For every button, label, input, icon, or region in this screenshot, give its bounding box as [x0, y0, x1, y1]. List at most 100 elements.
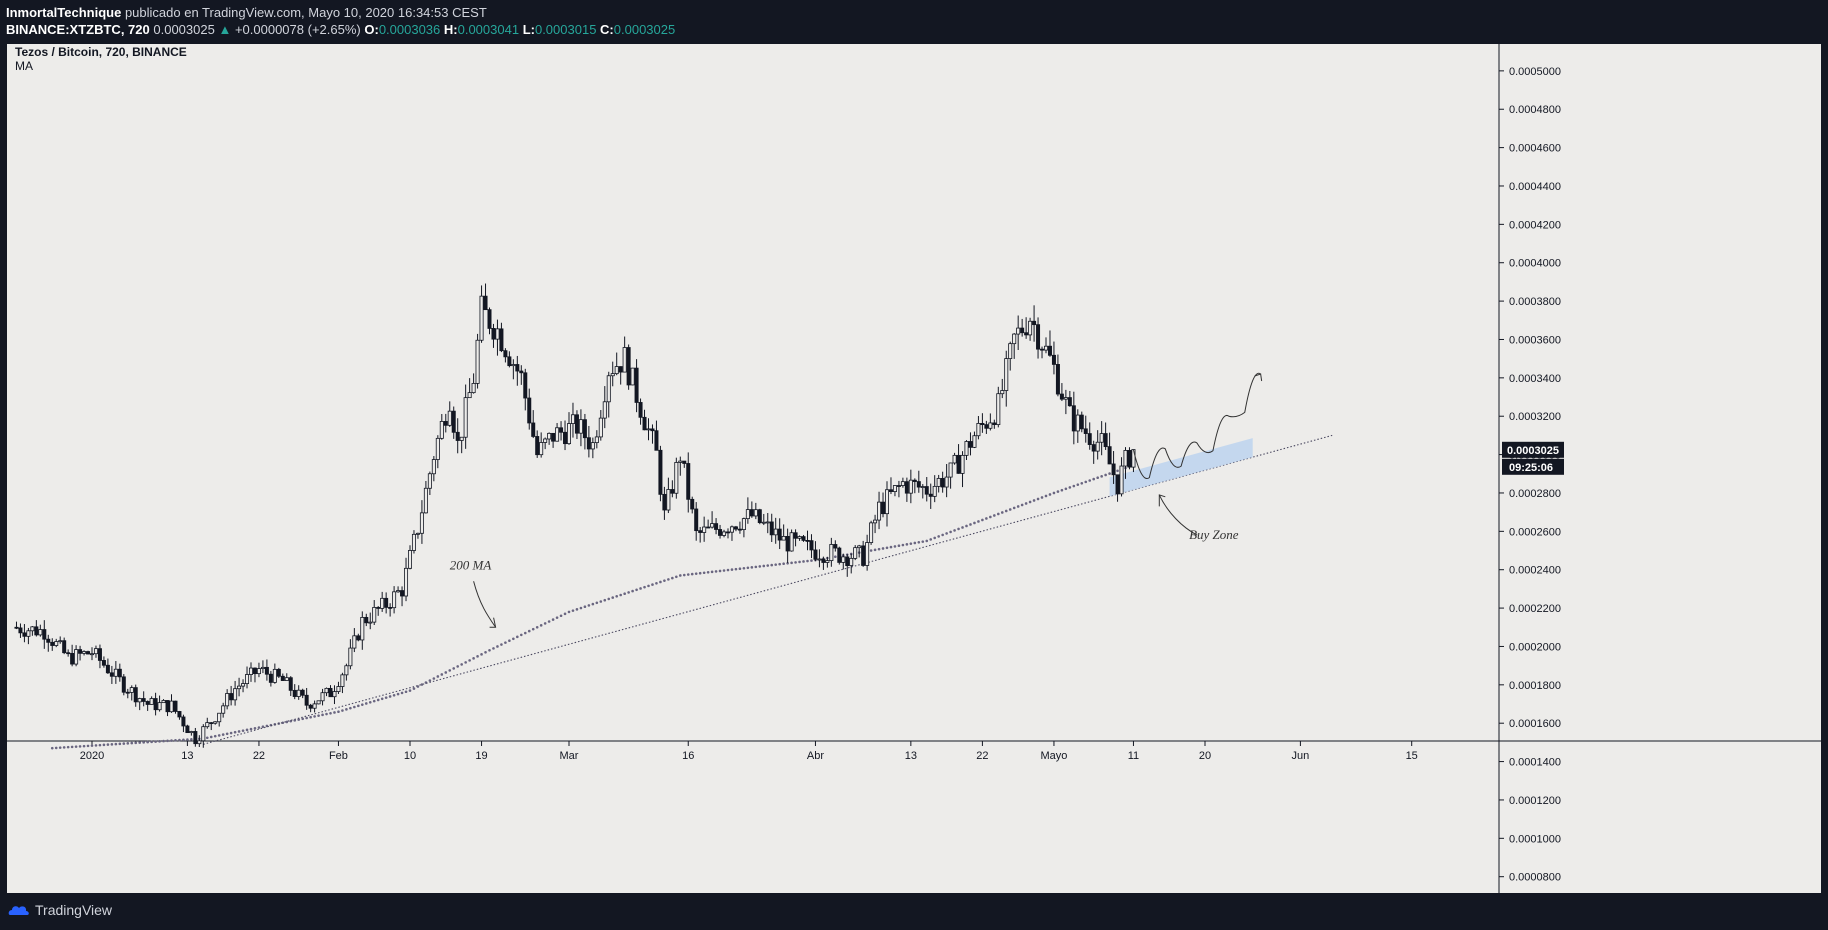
- candle-up: [272, 668, 277, 683]
- high-value: 0.0003041: [457, 22, 520, 37]
- ma-200-point: [305, 716, 308, 720]
- ma-200-point: [384, 696, 388, 699]
- candle-up: [213, 721, 218, 724]
- candle-down: [523, 372, 528, 399]
- candle-up: [598, 417, 603, 438]
- x-tick-label: 10: [404, 750, 416, 762]
- ma-200-point: [110, 743, 114, 746]
- candle-down: [1032, 320, 1037, 326]
- ma-200-point: [62, 746, 66, 749]
- tradingview-brand[interactable]: TradingView: [8, 902, 112, 918]
- high-label: H:: [443, 22, 458, 37]
- ma-200-point: [639, 587, 642, 590]
- ma-200-point: [869, 549, 873, 552]
- ma-200-point: [321, 713, 324, 717]
- candle-down: [821, 558, 826, 563]
- ma-200-point: [694, 572, 698, 575]
- buy-zone-area: [1109, 438, 1253, 497]
- candle-down: [1047, 345, 1052, 356]
- ma-200-point: [909, 542, 913, 545]
- candle-down: [181, 716, 186, 727]
- candle-down: [801, 536, 806, 541]
- candle-down: [992, 422, 997, 426]
- countdown-label: 09:25:06: [1509, 462, 1553, 474]
- candle-down: [551, 432, 556, 442]
- ma-200-point: [488, 648, 491, 652]
- ma-200-point: [221, 733, 225, 736]
- candle-up: [415, 532, 420, 535]
- candle-down: [193, 731, 198, 745]
- candle-down: [165, 700, 170, 713]
- ma-200-point: [563, 612, 567, 616]
- candle-down: [1059, 393, 1064, 400]
- ma-200-point: [579, 606, 583, 610]
- candle-up: [411, 533, 416, 551]
- candle-down: [22, 632, 27, 637]
- candle-down: [109, 672, 114, 677]
- ma-annotation: 200 MA: [450, 558, 492, 573]
- candle-down: [586, 437, 591, 450]
- candle-down: [252, 667, 257, 675]
- candle-up: [149, 698, 154, 705]
- y-tick-label: 0.0002400: [1509, 565, 1561, 577]
- ma-200-point: [209, 735, 213, 739]
- ma-200-point: [464, 661, 467, 664]
- candle-down: [650, 428, 655, 432]
- candle-up: [1008, 343, 1013, 360]
- ma-200-point: [138, 741, 141, 744]
- ma-200-point: [770, 563, 774, 567]
- candle-up: [646, 428, 651, 431]
- candle-up: [58, 640, 63, 643]
- candle-up: [873, 519, 878, 524]
- candle-up: [765, 521, 770, 524]
- ma-200-point: [472, 657, 475, 660]
- candle-up: [996, 393, 1001, 426]
- candle-down: [706, 526, 711, 529]
- candle-down: [1115, 474, 1120, 495]
- indicator-legend[interactable]: MA: [15, 59, 33, 73]
- candle-up: [952, 454, 957, 464]
- author-name[interactable]: InmortalTechnique: [6, 5, 122, 20]
- ma-200-point: [126, 742, 130, 745]
- candle-up: [900, 481, 905, 486]
- candle-down: [714, 523, 719, 530]
- candle-up: [797, 536, 802, 539]
- buy-zone-arrowhead: [1158, 494, 1166, 507]
- publish-text: publicado en TradingView.com, Mayo 10, 2…: [121, 5, 487, 20]
- price-chart[interactable]: 0.0005000 0.0004800 0.0004600 0.0004400 0.00…: [7, 44, 1821, 893]
- ma-200-point: [412, 687, 416, 690]
- ma-200-point: [444, 671, 448, 674]
- ma-200-point: [504, 641, 507, 644]
- ma-200-point: [977, 520, 980, 523]
- ma-200-point: [981, 518, 984, 522]
- candle-down: [916, 481, 921, 488]
- ma-200-point: [1048, 493, 1052, 496]
- ma-200-point: [1040, 496, 1044, 499]
- candle-down: [1083, 428, 1088, 434]
- candle-up: [1123, 450, 1128, 467]
- candle-down: [304, 694, 309, 706]
- candle-up: [745, 509, 750, 520]
- candle-down: [503, 350, 508, 358]
- ma-200-point: [877, 547, 881, 551]
- candle-down: [1036, 324, 1041, 350]
- chart-frame[interactable]: 0.0005000 0.0004800 0.0004600 0.0004400 0.00…: [7, 44, 1821, 893]
- ma-200-point: [1096, 476, 1099, 480]
- candle-down: [1020, 327, 1025, 334]
- ma-200-point: [174, 739, 177, 742]
- ma-200-point: [571, 609, 575, 612]
- ma-200-point: [1092, 477, 1095, 481]
- candle-up: [674, 462, 679, 494]
- ma-200-point: [559, 614, 563, 618]
- chart-legend-title[interactable]: Tezos / Bitcoin, 720, BINANCE: [15, 45, 187, 59]
- candle-down: [686, 463, 691, 500]
- ma-200-point: [404, 690, 408, 694]
- candle-down: [845, 556, 850, 567]
- candle-up: [38, 629, 43, 636]
- ma-200-point: [166, 739, 169, 743]
- candle-down: [86, 651, 91, 655]
- candle-up: [892, 485, 897, 492]
- ma-200-point: [1008, 508, 1012, 511]
- candle-up: [678, 460, 683, 463]
- candle-down: [618, 366, 623, 373]
